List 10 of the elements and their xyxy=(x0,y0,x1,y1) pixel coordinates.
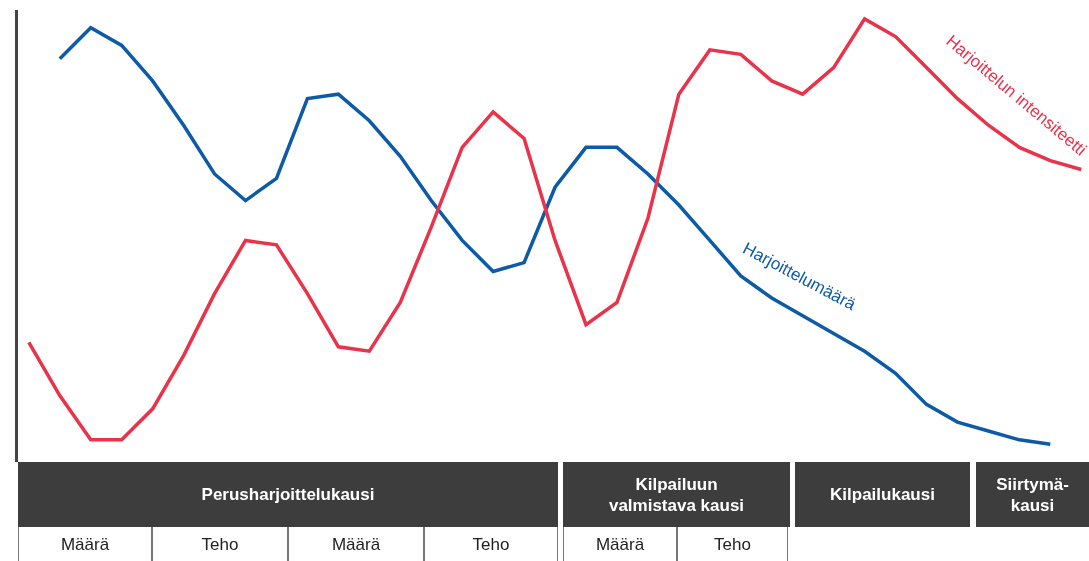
period-block: Siirtymä- kausi xyxy=(976,462,1089,527)
phase-cell: Teho xyxy=(677,527,788,561)
period-block: Kilpailuun valmistava kausi xyxy=(563,462,790,527)
period-block: Perusharjoittelukausi xyxy=(18,462,558,527)
phase-cell: Määrä xyxy=(563,527,677,561)
phase-cell: Määrä xyxy=(18,527,152,561)
phase-cell: Teho xyxy=(424,527,558,561)
phase-cell: Teho xyxy=(152,527,288,561)
phase-cell: Määrä xyxy=(288,527,424,561)
period-block: Kilpailukausi xyxy=(795,462,970,527)
